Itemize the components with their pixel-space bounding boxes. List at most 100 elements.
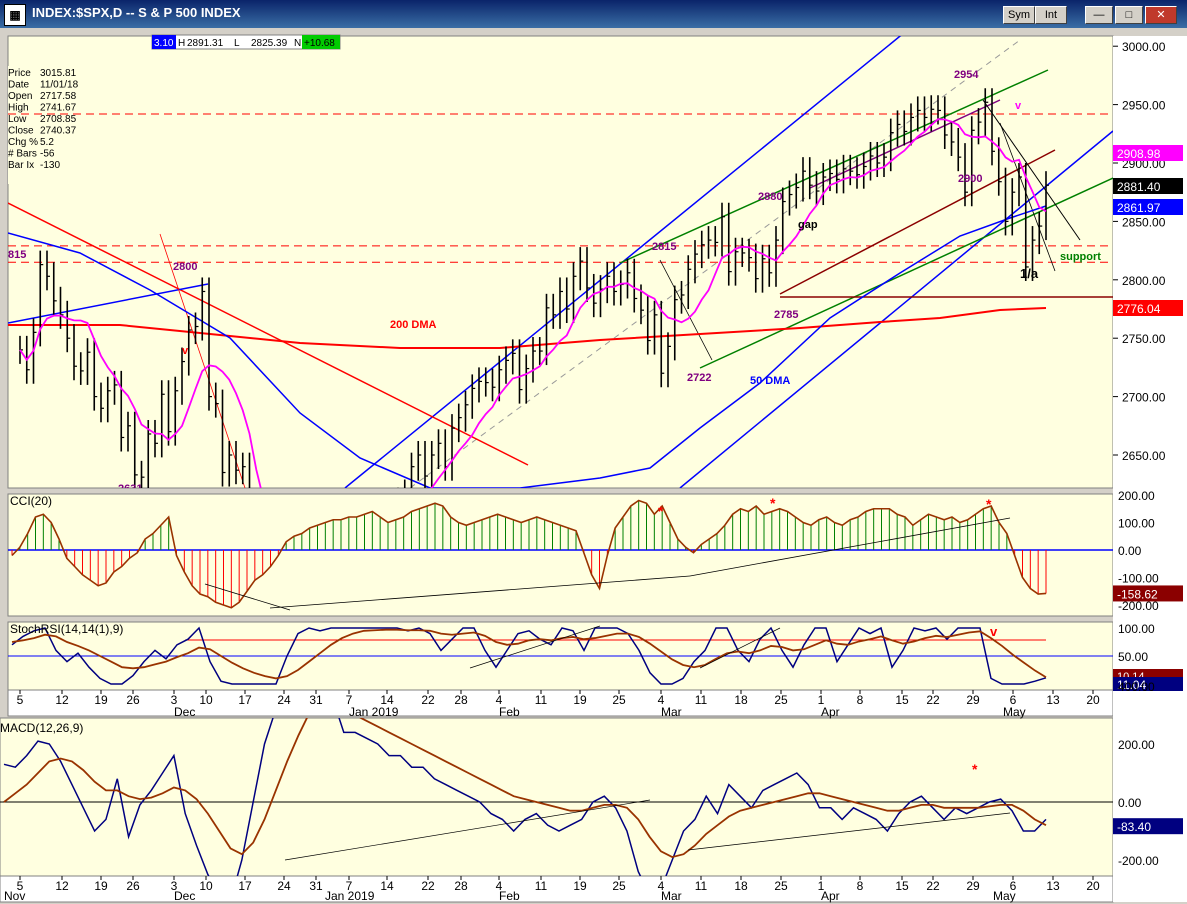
stoch-last-2: 11.04 bbox=[1117, 678, 1146, 692]
x-tick-bottom-5: 10 bbox=[199, 879, 213, 893]
info-label-1: Date bbox=[8, 80, 30, 91]
brown-channel bbox=[779, 149, 1056, 295]
cci-tick-label-1: 100.00 bbox=[1118, 517, 1155, 531]
x-tick-top-21: 1 bbox=[818, 693, 825, 707]
stoch-tick-label-0: 100.00 bbox=[1118, 622, 1155, 636]
quote-low: 2825.39 bbox=[251, 38, 288, 49]
x-tick-top-17: 4 bbox=[658, 693, 665, 707]
x-tick-bottom-21: 1 bbox=[818, 879, 825, 893]
x-tick-top-23: 15 bbox=[895, 693, 909, 707]
x-month-top-4: Apr bbox=[821, 705, 840, 719]
info-label-3: High bbox=[8, 103, 29, 114]
x-month-top-5: May bbox=[1003, 705, 1026, 719]
x-tick-bottom-24: 22 bbox=[926, 879, 940, 893]
price-tick-label-1: 2950.00 bbox=[1122, 99, 1166, 113]
x-month-bottom-6: May bbox=[993, 889, 1016, 903]
x-tick-top-12: 28 bbox=[454, 693, 468, 707]
cci-tick-label-3: -100.00 bbox=[1118, 572, 1159, 586]
macd-trend-2 bbox=[687, 812, 1011, 851]
x-tick-bottom-9: 7 bbox=[346, 879, 353, 893]
info-label-6: Chg % bbox=[8, 137, 38, 148]
x-month-top-2: Feb bbox=[499, 705, 520, 719]
x-tick-top-7: 24 bbox=[277, 693, 291, 707]
price-tick-label-4: 2800.00 bbox=[1122, 274, 1166, 288]
macd-panel bbox=[0, 717, 1114, 877]
x-tick-bottom-13: 4 bbox=[496, 879, 503, 893]
cci-star-1: * bbox=[770, 495, 776, 511]
symbol-button[interactable]: Sym bbox=[1003, 6, 1035, 24]
x-tick-top-26: 6 bbox=[1010, 693, 1017, 707]
annotation-10: gap bbox=[798, 219, 818, 231]
info-value-3: 2741.67 bbox=[40, 103, 77, 114]
info-value-6: 5.2 bbox=[40, 137, 54, 148]
x-tick-bottom-18: 11 bbox=[695, 879, 708, 893]
price-tag-0: 2908.98 bbox=[1117, 147, 1161, 161]
info-value-5: 2740.37 bbox=[40, 126, 77, 137]
black-thin-line bbox=[659, 259, 713, 361]
x-tick-bottom-27: 13 bbox=[1046, 879, 1060, 893]
x-tick-bottom-28: 20 bbox=[1086, 879, 1100, 893]
maximize-icon[interactable]: □ bbox=[1115, 6, 1143, 24]
x-tick-bottom-16: 25 bbox=[612, 879, 626, 893]
macd-tick-label-0: 400.00 bbox=[1118, 680, 1155, 694]
macd-trend-1 bbox=[284, 799, 651, 861]
x-month-top-3: Mar bbox=[661, 705, 682, 719]
x-tick-bottom-17: 4 bbox=[658, 879, 665, 893]
cci-trend-3 bbox=[689, 517, 1011, 577]
cci-trend-1 bbox=[204, 583, 291, 611]
macd-plot: * bbox=[0, 718, 1113, 876]
blue-downtrend-line bbox=[8, 283, 209, 324]
x-tick-top-10: 14 bbox=[380, 693, 394, 707]
x-tick-bottom-3: 26 bbox=[126, 879, 140, 893]
x-tick-top-1: 12 bbox=[55, 693, 69, 707]
dma50-line bbox=[8, 205, 1047, 488]
x-tick-top-9: 7 bbox=[346, 693, 353, 707]
blue-channel-lower bbox=[679, 130, 1113, 488]
close-icon[interactable]: ✕ bbox=[1145, 6, 1177, 24]
x-month-bottom-4: Mar bbox=[661, 889, 682, 903]
x-tick-bottom-20: 25 bbox=[774, 879, 788, 893]
macd-tick-label-3: -200.00 bbox=[1118, 854, 1159, 868]
macd-tick-label-1: 200.00 bbox=[1118, 738, 1155, 752]
info-label-4: Low bbox=[8, 114, 27, 125]
x-tick-bottom-0: 5 bbox=[17, 879, 24, 893]
title-bar[interactable]: ▦ INDEX:$SPX,D -- S & P 500 INDEX Sym In… bbox=[0, 0, 1187, 28]
x-month-bottom-2: Jan 2019 bbox=[325, 889, 375, 903]
chart-area[interactable]: 3.10 H 2891.31 L 2825.39 N +10.68 Price 3… bbox=[0, 28, 1187, 904]
annotation-0: 200 DMA bbox=[390, 319, 437, 331]
window-title: INDEX:$SPX,D -- S & P 500 INDEX bbox=[32, 5, 241, 20]
x-tick-bottom-15: 19 bbox=[573, 879, 587, 893]
stochrsi-plot: v bbox=[8, 624, 1113, 685]
annotation-12: 1/a bbox=[1020, 266, 1039, 281]
x-tick-bottom-1: 12 bbox=[55, 879, 69, 893]
minimize-icon[interactable]: — bbox=[1085, 6, 1113, 24]
cci-title: CCI(20) bbox=[10, 494, 52, 508]
info-label-8: Bar Ix bbox=[8, 160, 34, 171]
cci-plot: * * * bbox=[8, 495, 1113, 611]
info-value-4: 2708.85 bbox=[40, 114, 77, 125]
price-tag-bg-1 bbox=[1113, 178, 1183, 194]
cci-tick-label-2: 0.00 bbox=[1118, 544, 1142, 558]
x-month-bottom-1: Dec bbox=[174, 889, 195, 903]
x-tick-top-15: 19 bbox=[573, 693, 587, 707]
cci-star-2: * bbox=[986, 496, 992, 512]
date-axis-top bbox=[7, 689, 1114, 717]
info-value-7: -56 bbox=[40, 149, 55, 160]
black-decline-line bbox=[982, 99, 1081, 241]
price-tag-1: 2881.40 bbox=[1117, 180, 1161, 194]
stoch-v-marker: v bbox=[990, 624, 998, 639]
annotation-1: 50 DMA bbox=[750, 375, 790, 387]
price-tick-label-7: 2650.00 bbox=[1122, 449, 1166, 463]
annotation-15: 815 bbox=[8, 249, 26, 261]
cci-last-value: -158.62 bbox=[1117, 587, 1158, 601]
x-tick-top-28: 20 bbox=[1086, 693, 1100, 707]
x-tick-bottom-7: 24 bbox=[277, 879, 291, 893]
x-tick-top-18: 11 bbox=[695, 693, 708, 707]
interval-button[interactable]: Int bbox=[1035, 6, 1067, 24]
x-tick-bottom-14: 11 bbox=[535, 879, 548, 893]
price-tag-bg-3 bbox=[1113, 300, 1183, 316]
x-tick-top-0: 5 bbox=[17, 693, 24, 707]
cci-line bbox=[11, 499, 1047, 609]
x-tick-top-6: 17 bbox=[238, 693, 252, 707]
